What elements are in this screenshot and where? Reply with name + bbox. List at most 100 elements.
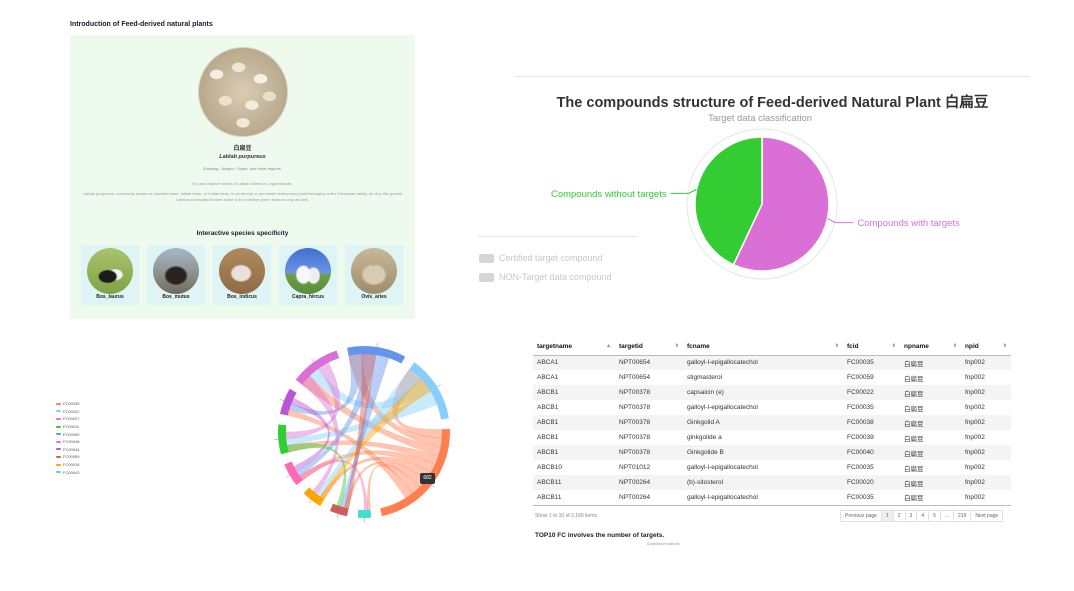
legend-divider [477, 236, 637, 237]
table-row[interactable]: ABCA1 NPT00654 galloyl-l-epigallocatechol F… [533, 355, 1011, 370]
chord-legend-item[interactable]: FC00059 [56, 453, 79, 461]
chord-legend-item[interactable]: FC00035 [56, 400, 79, 408]
chord-legend-item[interactable]: FC00018 [56, 461, 79, 469]
table-cell: 白扁豆 [904, 405, 924, 413]
column-header-label: targetid [619, 343, 643, 351]
table-row[interactable]: ABCB10 NPT01012 galloyl-l-epigallocatechol… [533, 460, 1011, 475]
table-row[interactable]: ABCB1 NPT00378 galloyl-l-epigallocatechol F… [533, 400, 1011, 415]
table-cell: ABCA1 [537, 374, 559, 381]
table-cell: FC00038 [843, 415, 900, 430]
table-row[interactable]: ABCA1 NPT00654 stigmasterol FC00059 白扁豆 fnp00… [533, 370, 1011, 385]
legend-label: NON-Target data compound [499, 272, 612, 282]
previous-page-button[interactable]: Previous page [840, 510, 882, 522]
table-row[interactable]: ABCB1 NPT00378 capsaicin (e) FC00022 白扁豆 fnp0… [533, 385, 1011, 400]
table-cell: NPT00264 [615, 475, 683, 490]
chord-arc[interactable] [279, 388, 297, 416]
species-label: Capra_hircus [292, 294, 324, 300]
chord-arc[interactable] [284, 461, 303, 486]
table-cell: FC00040 [843, 445, 900, 460]
ovis-aries-photo [351, 248, 397, 294]
table-row[interactable]: ABCB11 NPT00264 (b)-sitosterol FC00020 白扁豆 fn… [533, 475, 1011, 490]
table-row[interactable]: ABCB11 NPT00264 galloyl-l-epigallocatechol… [533, 490, 1011, 506]
legend-label: FC00018 [63, 462, 80, 468]
chord-legend: FC00035 FC00022 FC00027 FC00011 FC00050 FC000… [56, 400, 79, 476]
column-header-fcid[interactable]: fcid ⬍ [843, 339, 900, 356]
chord-ribbon[interactable] [287, 409, 413, 499]
table-cell: 白扁豆 [900, 490, 961, 506]
table-row[interactable]: ABCB1 NPT00378 Ginkgolid A FC00038 白扁豆 fnp002 [533, 415, 1011, 430]
species-card-ovis-aries[interactable]: Ovis_aries [345, 245, 403, 305]
page-button: ... [939, 510, 955, 522]
pie-slice-without-targets[interactable] [694, 136, 763, 266]
table-cell: ABCB1 [533, 445, 615, 460]
legend-label: FC00011 [63, 424, 80, 430]
sort-icon[interactable]: ⬍ [891, 343, 896, 350]
intro-title: Introduction of Feed-derived natural pla… [70, 21, 213, 28]
species-card-capra-hircus[interactable]: Capra_hircus [279, 245, 337, 305]
chord-legend-item[interactable]: FC00048 [56, 438, 79, 446]
legend-label: FC00044 [63, 446, 80, 452]
table-cell: ABCB1 [533, 415, 615, 430]
chord-chart[interactable] [270, 338, 460, 538]
species-card-bos-mutus[interactable]: Bos_mutus [147, 245, 205, 305]
sort-icon[interactable]: ⬍ [834, 343, 839, 350]
table-cell: NPT00378 [615, 385, 683, 400]
table-cell: ABCB10 [537, 464, 562, 471]
chord-legend-item[interactable]: FC00022 [56, 408, 79, 416]
legend-non-target[interactable]: NON-Target data compound [479, 272, 612, 282]
legend-swatch [56, 448, 61, 451]
table-cell: 白扁豆 [904, 435, 924, 443]
sort-icon[interactable]: ⬍ [674, 343, 679, 350]
table-row[interactable]: ABCB1 NPT00378 ginkgolide a FC00039 白扁豆 fnp00… [533, 430, 1011, 445]
sort-icon[interactable]: ⬍ [952, 343, 957, 350]
legend-certified-target[interactable]: Certified target compound [479, 253, 603, 263]
legend-label: FC00050 [63, 431, 80, 437]
column-header-targetname[interactable]: targetname ▲ [533, 339, 615, 356]
chord-legend-item[interactable]: FC00011 [56, 423, 79, 431]
column-header-fcname[interactable]: fcname ⬍ [683, 339, 843, 356]
chord-arc[interactable] [303, 487, 325, 507]
chord-arc[interactable] [380, 428, 450, 517]
chord-legend-item[interactable]: FC00027 [56, 415, 79, 423]
table-cell: NPT00378 [619, 404, 651, 411]
legend-label: FC00027 [63, 416, 80, 422]
chord-arc[interactable] [278, 424, 289, 455]
column-header-targetid[interactable]: targetid ⬍ [615, 339, 683, 356]
table-row[interactable]: ABCB1 NPT00378 Ginkgolide B FC00040 白扁豆 fnp00… [533, 445, 1011, 460]
chord-legend-item[interactable]: FC00043 [56, 468, 79, 476]
table-cell: fnp002 [965, 464, 985, 471]
table-cell: NPT00378 [615, 415, 683, 430]
top10-title: TOP10 FC involves the number of targets. [535, 532, 665, 539]
chord-tick [311, 358, 315, 363]
species-card-bos-indicus[interactable]: Bos_indicus [213, 245, 271, 305]
chord-arc[interactable] [295, 350, 340, 385]
table-cell: FC00022 [843, 385, 900, 400]
species-card-bos-taurus[interactable]: Bos_taurus [81, 245, 139, 305]
chord-legend-item[interactable]: FC00044 [56, 446, 79, 454]
chord-tick [431, 484, 436, 488]
pie-label-line [670, 188, 697, 194]
column-header-label: fcname [687, 343, 710, 351]
page-button[interactable]: 219 [953, 510, 972, 522]
chord-legend-item[interactable]: FC00050 [56, 430, 79, 438]
chord-arc[interactable] [409, 362, 449, 420]
table-cell: (b)-sitosterol [683, 475, 843, 490]
next-page-button[interactable]: Next page [970, 510, 1004, 522]
table-cell: fnp002 [965, 374, 985, 381]
chord-arc[interactable] [357, 509, 372, 518]
sort-icon[interactable]: ⬍ [1002, 343, 1007, 350]
legend-swatch [56, 471, 61, 474]
column-header-npid[interactable]: npid ⬍ [961, 339, 1011, 356]
legend-label: FC00022 [63, 408, 80, 414]
plant-part-used: Dry and mature seeds of Lablab dolens in… [192, 181, 293, 186]
chord-arc[interactable] [329, 503, 349, 517]
chord-arc[interactable] [347, 345, 406, 364]
table-cell: fnp002 [961, 385, 1011, 400]
sort-ascending-icon[interactable]: ▲ [606, 343, 611, 350]
table-cell: FC00039 [847, 434, 874, 441]
column-header-npname[interactable]: npname ⬍ [900, 339, 961, 356]
chord-tick [286, 475, 290, 478]
table-cell: ABCB1 [537, 434, 559, 441]
legend-label: FC00043 [63, 469, 80, 475]
table-cell: fnp002 [961, 475, 1011, 490]
